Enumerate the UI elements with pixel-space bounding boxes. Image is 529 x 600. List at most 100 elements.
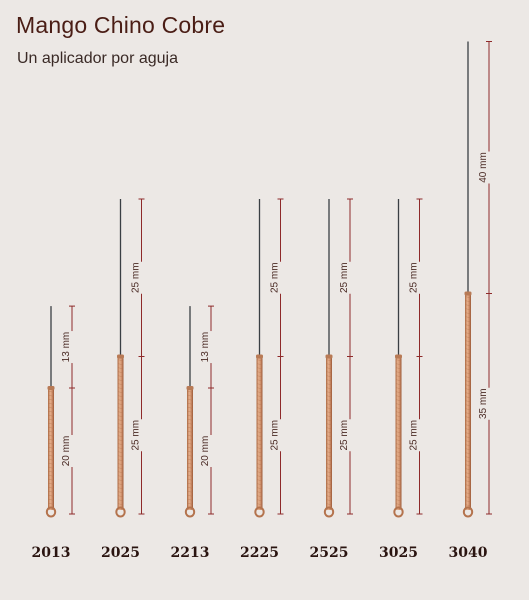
needle-3040-texture: [464, 472, 472, 475]
needle-2213-texture: [186, 454, 194, 457]
needle-3040-texture: [464, 384, 472, 387]
needle-2225-texture: [256, 435, 263, 438]
needle-2225-loop: [254, 506, 265, 518]
needle-2025-texture: [117, 423, 124, 426]
needle-2025-texture: [117, 391, 124, 394]
needle-3025-texture: [395, 383, 402, 386]
needle-2213-texture: [186, 410, 194, 413]
page-subtitle: Un aplicador por aguja: [17, 50, 178, 67]
needle-3025-texture: [395, 359, 402, 362]
needle-2013-texture: [47, 454, 55, 457]
needle-2225-texture: [256, 415, 263, 418]
needle-3025-texture: [395, 467, 402, 470]
needle-2225-texture: [256, 391, 263, 394]
needle-3040-texture: [464, 312, 472, 315]
needle-3025-texture: [395, 483, 402, 486]
needle-2225-texture: [256, 383, 263, 386]
needle-3040-texture: [464, 488, 472, 491]
needle-3025-texture: [395, 471, 402, 474]
needle-3025-texture: [395, 443, 402, 446]
needle-2013-texture: [47, 406, 55, 409]
needle-2225-texture: [256, 423, 263, 426]
needle-2025-texture: [117, 451, 124, 454]
needle-3040-texture: [464, 448, 472, 451]
needle-2013-texture: [47, 486, 55, 489]
needle-2013-texture: [47, 422, 55, 425]
needle-2213-texture: [186, 398, 194, 401]
needle-2525-texture: [325, 471, 333, 474]
needle-2525-texture: [325, 467, 333, 470]
needle-3040-texture: [464, 368, 472, 371]
needle-2525-texture: [325, 499, 333, 502]
needle-2025-texture: [117, 479, 124, 482]
needle-2213-texture: [186, 430, 194, 433]
needle-3040-handle-length-label: 35 mm: [478, 388, 489, 419]
needle-3040-texture: [464, 464, 472, 467]
needle-2225-texture: [256, 367, 263, 370]
needle-3025-texture: [395, 395, 402, 398]
needle-2225-texture: [256, 431, 263, 434]
needle-3040-texture: [464, 348, 472, 351]
needle-2225-texture: [256, 419, 263, 422]
needle-3040-texture: [464, 436, 472, 439]
needle-2213-texture: [186, 442, 194, 445]
needle-3025-texture: [395, 463, 402, 466]
needle-2025-texture: [117, 379, 124, 382]
needle-2013-loop: [45, 506, 57, 518]
needle-2525-texture: [325, 395, 333, 398]
needle-3025-texture: [395, 371, 402, 374]
needle-3025-texture: [395, 503, 402, 506]
needle-2525-texture: [325, 411, 333, 414]
needle-2525-texture: [325, 435, 333, 438]
needle-2225-texture: [256, 411, 263, 414]
needle-3040-texture: [464, 452, 472, 455]
needle-2025-texture: [117, 399, 124, 402]
needle-2525-texture: [325, 391, 333, 394]
needle-3025-texture: [395, 427, 402, 430]
needle-2213-texture: [186, 486, 194, 489]
needle-3040-texture: [464, 484, 472, 487]
needle-3040-texture: [464, 412, 472, 415]
page-title: Mango Chino Cobre: [16, 12, 226, 38]
needle-3025-texture: [395, 391, 402, 394]
needle-2025-texture: [117, 487, 124, 490]
needle-2013-texture: [47, 470, 55, 473]
needle-2025-texture: [117, 383, 124, 386]
needle-3025-texture: [395, 407, 402, 410]
needle-3025-texture: [395, 435, 402, 438]
needle-2025-texture: [117, 475, 124, 478]
needle-2525-texture: [325, 415, 333, 418]
needle-2025-texture: [117, 375, 124, 378]
needle-2525-texture: [325, 475, 333, 478]
needle-3040-texture: [464, 340, 472, 343]
needle-3025-texture: [395, 491, 402, 494]
needle-2525-texture: [325, 375, 333, 378]
needle-2225-texture: [256, 379, 263, 382]
needle-2213-texture: [186, 402, 194, 405]
needle-3040-texture: [464, 424, 472, 427]
needle-2525-texture: [325, 439, 333, 442]
needle-3025-texture: [395, 487, 402, 490]
needle-3040-texture: [464, 416, 472, 419]
needle-2013-texture: [47, 402, 55, 405]
needle-3040-texture: [464, 500, 472, 503]
needle-2013-texture: [47, 446, 55, 449]
needle-2025-texture: [117, 359, 124, 362]
needle-2225-texture: [256, 503, 263, 506]
needle-2525-texture: [325, 371, 333, 374]
needle-3025-texture: [395, 499, 402, 502]
needle-2025-texture: [117, 471, 124, 474]
needle-2025-texture: [117, 419, 124, 422]
needle-2025-texture: [117, 439, 124, 442]
needle-3040-texture: [464, 296, 472, 299]
needle-2013-texture: [47, 458, 55, 461]
needle-3040-texture: [464, 356, 472, 359]
needle-3025-texture: [395, 479, 402, 482]
needle-3025-handle-length-label-bg: [416, 419, 423, 452]
needle-3040-texture: [464, 352, 472, 355]
needle-2225-texture: [256, 479, 263, 482]
needle-2025-texture: [117, 463, 124, 466]
needle-3025-texture: [395, 415, 402, 418]
needle-2013-handle-length-label-bg: [69, 435, 75, 467]
